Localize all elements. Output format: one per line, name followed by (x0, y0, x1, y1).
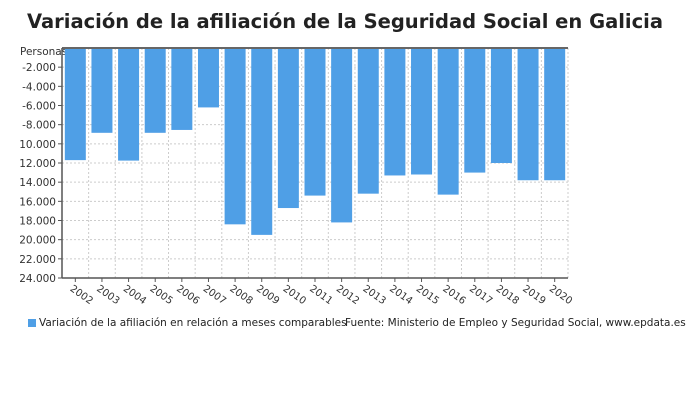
y-tick-label: 20.000 (19, 235, 56, 247)
y-tick-label: 22.000 (19, 254, 56, 266)
x-tick-label: 2020 (547, 283, 574, 307)
bar-2005 (144, 48, 166, 133)
bar-2010 (277, 48, 299, 209)
y-tick-label: 18.000 (19, 216, 56, 228)
x-tick-label: 2006 (174, 283, 201, 307)
y-tick-label: 10.000 (19, 139, 56, 151)
bar-2015 (411, 48, 433, 175)
bar-2020 (544, 48, 566, 181)
x-tick-label: 2018 (494, 283, 521, 307)
bar-2013 (357, 48, 379, 194)
y-tick-label: -4.000 (22, 81, 56, 93)
chart-title: Variación de la afiliación de la Segurid… (26, 10, 664, 33)
bar-2003 (91, 48, 113, 133)
x-tick-label: 2007 (201, 283, 228, 307)
x-tick-label: 2011 (307, 283, 334, 307)
bar-2012 (331, 48, 353, 223)
bar-2016 (437, 48, 459, 195)
x-tick-label: 2013 (361, 283, 388, 307)
x-tick-label: 2005 (147, 283, 174, 307)
y-tick-label: -2.000 (22, 62, 56, 74)
x-tick-label: 2014 (387, 283, 414, 307)
bar-2007 (197, 48, 219, 108)
bar-2017 (464, 48, 486, 173)
x-tick-label: 2017 (467, 283, 494, 307)
bar-2014 (384, 48, 406, 176)
source-note: Fuente: Ministerio de Empleo y Seguridad… (345, 317, 686, 329)
legend-label: Variación de la afiliación en relación a… (39, 317, 347, 329)
bar-2004 (118, 48, 140, 161)
x-tick-label: 2019 (520, 283, 547, 307)
x-tick-label: 2002 (68, 283, 95, 307)
bar-2011 (304, 48, 326, 196)
bar-2018 (490, 48, 512, 163)
x-tick-label: 2004 (121, 283, 148, 307)
y-tick-label: -8.000 (22, 120, 56, 132)
x-tick-label: 2015 (414, 283, 441, 307)
x-tick-label: 2009 (254, 283, 281, 307)
x-tick-label: 2003 (94, 283, 121, 307)
y-tick-label: -6.000 (22, 101, 56, 113)
x-tick-label: 2008 (227, 283, 254, 307)
y-axis-label: Personas (20, 46, 67, 58)
y-tick-label: 24.000 (19, 273, 56, 285)
legend-swatch (28, 319, 36, 327)
y-tick-label: 16.000 (19, 196, 56, 208)
x-tick-label: 2012 (334, 283, 361, 307)
bar-2009 (251, 48, 273, 235)
bar-2002 (64, 48, 86, 161)
bar-2019 (517, 48, 539, 181)
legend: Variación de la afiliación en relación a… (28, 317, 347, 329)
x-tick-label: 2016 (440, 283, 467, 307)
bar-2008 (224, 48, 246, 225)
y-tick-label: 14.000 (19, 177, 56, 189)
x-tick-label: 2010 (281, 283, 308, 307)
bar-2006 (171, 48, 193, 130)
y-tick-label: 12.000 (19, 158, 56, 170)
